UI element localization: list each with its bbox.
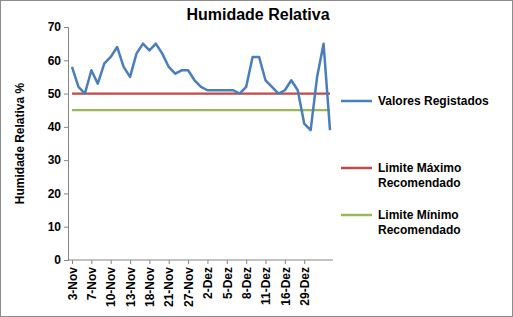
legend-swatch	[341, 100, 372, 103]
x-tick-label: 29-Dez	[298, 267, 312, 306]
x-tick: 27-Nov	[182, 260, 196, 307]
chart-frame	[1, 1, 513, 317]
x-tick-mark	[207, 260, 208, 264]
plot-area	[72, 44, 330, 131]
x-tick: 18-Nov	[143, 260, 157, 307]
legend-label: Limite MínimoRecomendado	[378, 208, 461, 237]
y-tick: 0	[54, 253, 68, 267]
legend-swatch	[341, 167, 372, 170]
y-tick-mark	[64, 27, 68, 28]
x-tick: 29-Dez	[298, 260, 312, 306]
y-tick-label: 0	[54, 253, 61, 267]
x-tick-mark	[266, 260, 267, 264]
x-tick: 13-Nov	[124, 260, 138, 307]
legend-swatch	[341, 214, 372, 217]
y-tick-mark	[64, 94, 68, 95]
x-tick-label: 8-Dez	[240, 267, 254, 299]
series-line	[72, 92, 330, 94]
x-tick-label: 5-Dez	[221, 267, 235, 299]
x-tick-mark	[246, 260, 247, 264]
x-tick-mark	[111, 260, 112, 264]
y-tick: 20	[48, 187, 68, 201]
y-axis-title: Humidade Relativa %	[13, 82, 27, 204]
x-axis: 3-Nov 7-Nov 10-Nov 13-Nov 18-Nov 21-Nov 27-Nov…	[66, 260, 333, 307]
x-tick-label: 3-Nov	[66, 267, 80, 301]
x-axis-line	[68, 260, 333, 261]
y-tick-label: 20	[48, 187, 62, 201]
x-tick-label: 10-Nov	[104, 267, 118, 307]
y-tick-label: 10	[48, 220, 62, 234]
x-tick: 21-Nov	[162, 260, 176, 307]
y-tick-mark	[64, 260, 68, 261]
y-tick-mark	[64, 193, 68, 194]
x-tick-label: 18-Nov	[143, 267, 157, 307]
x-tick-mark	[72, 260, 73, 264]
x-tick-mark	[149, 260, 150, 264]
y-tick-mark	[64, 227, 68, 228]
x-tick-label: 21-Nov	[162, 267, 176, 307]
x-tick-mark	[188, 260, 189, 264]
x-tick: 7-Nov	[85, 260, 99, 300]
x-tick: 8-Dez	[240, 260, 254, 299]
y-tick: 10	[48, 220, 68, 234]
x-tick-label: 11-Dez	[259, 267, 273, 305]
x-tick-label: 13-Nov	[124, 267, 138, 307]
x-tick-mark	[285, 260, 286, 264]
y-tick: 50	[48, 87, 68, 101]
x-tick-mark	[91, 260, 92, 264]
y-tick-mark	[64, 160, 68, 161]
x-tick-mark	[169, 260, 170, 264]
y-tick-mark	[64, 127, 68, 128]
legend: Valores Registados Limite MáximoRecomenda…	[341, 94, 489, 237]
y-axis-line	[64, 28, 69, 261]
x-tick-label: 2-Dez	[201, 267, 215, 299]
x-tick-mark	[304, 260, 305, 264]
x-tick-mark	[130, 260, 131, 264]
x-tick-label: 16-Dez	[279, 267, 293, 306]
x-tick: 5-Dez	[221, 260, 235, 299]
y-tick-label: 50	[48, 87, 62, 101]
chart: Humidade Relativa 0 10 20 30 40 50 60 70 Humidade…	[0, 0, 513, 317]
x-tick: 16-Dez	[279, 260, 293, 306]
y-tick-mark	[64, 60, 68, 61]
legend-label: Valores Registados	[378, 94, 489, 108]
x-tick: 10-Nov	[104, 260, 118, 307]
x-tick-mark	[227, 260, 228, 264]
x-tick: 2-Dez	[201, 260, 215, 299]
x-tick-label: 27-Nov	[182, 267, 196, 307]
title: Humidade Relativa	[186, 6, 329, 23]
y-tick-label: 40	[48, 120, 62, 134]
y-tick: 70	[48, 20, 68, 34]
y-tick: 30	[48, 153, 68, 167]
y-tick-label: 60	[48, 54, 62, 68]
x-tick-label: 7-Nov	[85, 267, 99, 301]
legend-label: Limite MáximoRecomendado	[378, 161, 461, 190]
y-axis: 0 10 20 30 40 50 60 70	[48, 20, 69, 267]
y-tick: 60	[48, 54, 68, 68]
y-tick-label: 30	[48, 153, 62, 167]
y-tick-label: 70	[48, 20, 62, 34]
y-tick: 40	[48, 120, 68, 134]
series-line	[72, 44, 330, 131]
x-tick: 3-Nov	[66, 260, 80, 300]
series-line	[72, 109, 330, 111]
x-tick: 11-Dez	[259, 260, 273, 305]
